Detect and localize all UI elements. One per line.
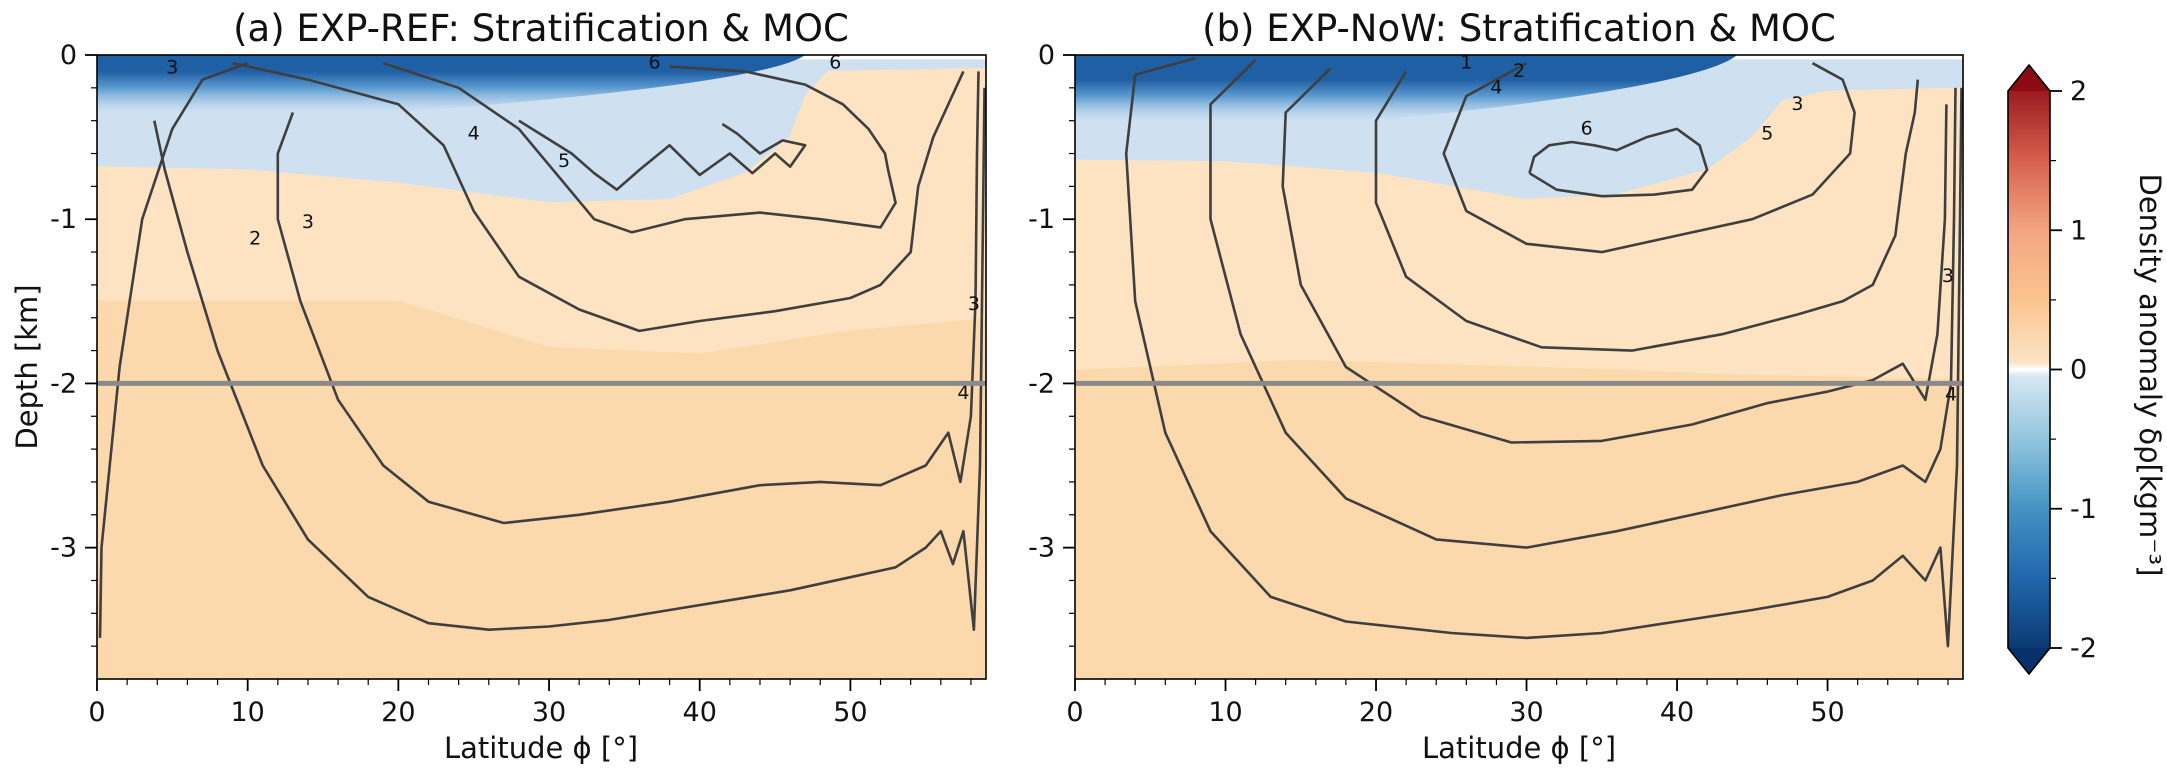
x-tick-label: 10 [230, 697, 264, 728]
panel-b-x-axis-label: Latitude ϕ [°] [1422, 731, 1616, 765]
contour-label: 6 [1581, 117, 1593, 139]
panel-a-moc-contours [98, 61, 986, 638]
contour-label: 6 [829, 52, 841, 74]
y-tick-label: 0 [60, 40, 77, 71]
contour-label: 4 [957, 382, 969, 404]
contour-label: 4 [468, 122, 480, 144]
moc-contour-level-2 [153, 87, 986, 632]
colorbar-ticks: 2 1 0 -1 -2 [2050, 76, 2097, 664]
colorbar: 2 1 0 -1 -2 Density anomaly δρ[kgm⁻³] [2007, 63, 2167, 676]
moc-contour-level-5 [382, 61, 897, 234]
panel-b-x-ticks: 0 10 20 30 40 50 [1066, 679, 1949, 728]
panel-a: (a) EXP-REF: Stratification & MOC 2 3 4 5 6 6… [10, 7, 987, 765]
panel-a-y-axis-label: Depth [km] [10, 284, 44, 449]
x-tick-label: 0 [88, 697, 105, 728]
panel-a-density-regions [97, 59, 986, 679]
x-tick-label: 50 [1810, 697, 1844, 728]
contour-label: 2 [1513, 60, 1525, 82]
panel-b-surface-layer [1075, 55, 1738, 121]
colorbar-label: Density anomaly δρ[kgm⁻³] [2133, 174, 2167, 577]
contour-label: 3 [968, 293, 980, 315]
panel-b-moc-contours [1124, 57, 1963, 648]
panel-a-x-axis-label: Latitude ϕ [°] [444, 731, 638, 765]
y-tick-label: 0 [1038, 40, 1055, 71]
moc-contour-level-1 [1124, 57, 1963, 648]
y-tick-label: -3 [1028, 533, 1055, 564]
panel-a-x-ticks: 0 10 20 30 40 50 [88, 679, 972, 728]
y-tick-label: -2 [1028, 368, 1055, 399]
x-tick-label: 20 [381, 697, 415, 728]
panel-a-frame [96, 54, 987, 680]
density-region-3 [97, 300, 986, 679]
contour-label: 5 [558, 150, 570, 172]
colorbar-tick-label: 2 [2070, 76, 2087, 107]
contour-label: 4 [1945, 383, 1957, 405]
y-tick-label: -3 [50, 533, 77, 564]
colorbar-tick-label: -1 [2070, 494, 2097, 525]
surface-dense-layer [1075, 55, 1738, 121]
contour-label: 1 [1460, 52, 1472, 74]
moc-contour-level-3 [1281, 67, 1948, 444]
x-tick-label: 40 [683, 697, 717, 728]
density-region-3 [1075, 359, 1963, 679]
x-tick-label: 50 [833, 697, 867, 728]
colorbar-tick-label: 1 [2070, 215, 2087, 246]
colorbar-tick-label: -2 [2070, 633, 2097, 664]
contour-label: 5 [1761, 122, 1773, 144]
moc-contour-level-1 [98, 61, 249, 638]
panel-a-plot-area: 2 3 4 5 6 6 3 4 3 [97, 52, 986, 679]
x-tick-label: 20 [1359, 697, 1393, 728]
contour-label: 3 [302, 211, 314, 233]
moc-contour-level-2 [1209, 58, 1957, 549]
moc-contour-level-4 [232, 61, 965, 333]
colorbar-lower-extension [2008, 648, 2050, 674]
panel-b-title: (b) EXP-NoW: Stratification & MOC [1202, 7, 1836, 50]
x-tick-label: 10 [1208, 697, 1242, 728]
panel-b-frame [1074, 54, 1964, 680]
contour-label: 6 [648, 52, 660, 74]
panel-a-surface-layer [97, 55, 806, 113]
panel-a-title: (a) EXP-REF: Stratification & MOC [233, 7, 849, 50]
contour-label: 2 [249, 227, 261, 249]
panel-b: (b) EXP-NoW: Stratification & MOC 1 24635… [1028, 7, 1964, 765]
x-tick-label: 40 [1660, 697, 1694, 728]
moc-contour-level-4 [1374, 70, 1920, 352]
y-tick-label: -2 [50, 368, 77, 399]
x-tick-label: 30 [532, 697, 566, 728]
colorbar-tick-label: 0 [2070, 355, 2087, 386]
panel-a-y-ticks: 0 -1 -2 -3 [50, 40, 97, 647]
colorbar-upper-extension [2008, 65, 2050, 91]
y-tick-label: -1 [50, 204, 77, 235]
moc-contour-level-6 [518, 119, 807, 191]
y-tick-label: -1 [1028, 204, 1055, 235]
contour-label: 4 [1490, 76, 1502, 98]
moc-contour-level-5 [1442, 62, 1856, 254]
contour-label: 3 [1791, 93, 1803, 115]
contour-label: 3 [1942, 265, 1954, 287]
moc-contour-level-3 [276, 71, 980, 525]
x-tick-label: 30 [1509, 697, 1543, 728]
panel-b-y-ticks: 0 -1 -2 -3 [1028, 40, 1075, 647]
surface-dense-layer [97, 55, 806, 113]
contour-label: 3 [166, 57, 178, 79]
panel-a-contour-labels: 2 3 4 5 6 6 3 4 3 [166, 52, 980, 404]
moc-contour-level-6 [1528, 127, 1709, 198]
x-tick-label: 0 [1066, 697, 1083, 728]
